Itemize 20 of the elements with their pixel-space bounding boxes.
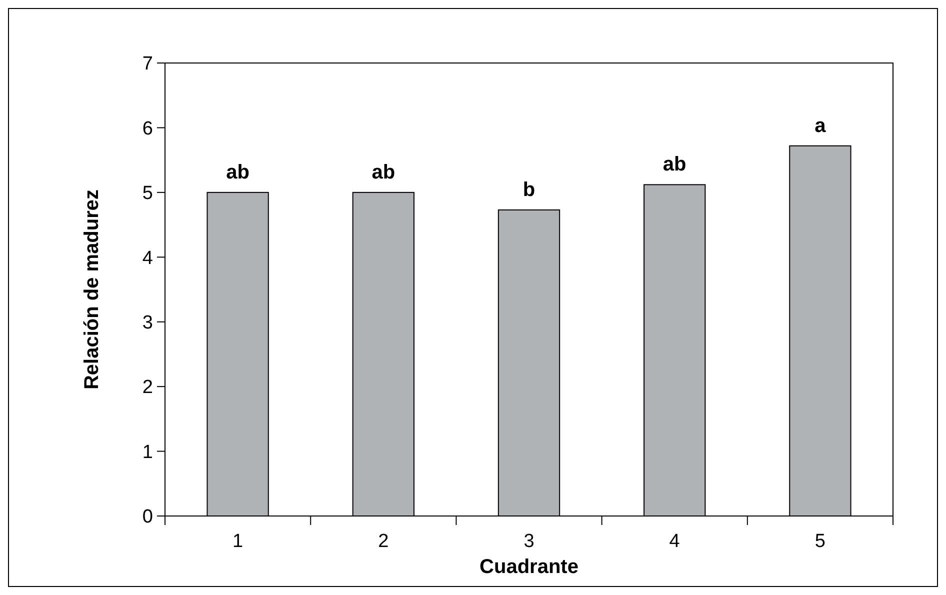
x-tick-label: 1 (232, 531, 244, 552)
y-tick-label: 0 (142, 506, 153, 528)
x-tick-label: 4 (669, 531, 680, 552)
y-tick-label: 4 (142, 248, 154, 269)
y-tick-label: 1 (142, 442, 153, 463)
x-tick-label: 3 (524, 531, 534, 552)
x-tick-label: 5 (814, 531, 826, 552)
annotation: ab (226, 161, 250, 184)
x-tick-label: 2 (378, 531, 389, 552)
annotation: ab (662, 154, 686, 176)
y-tick-label: 7 (142, 54, 153, 75)
y-tick-label: 2 (142, 377, 153, 398)
y-tick-label: 6 (142, 118, 153, 140)
y-axis-title: Relación de madurez (81, 189, 103, 390)
annotation: a (814, 114, 827, 137)
y-tick-label: 3 (142, 312, 153, 334)
x-axis-title: Cuadrante (480, 556, 578, 578)
annotation: ab (372, 161, 396, 184)
y-tick-label: 5 (142, 183, 153, 204)
annotation: b (522, 178, 536, 201)
